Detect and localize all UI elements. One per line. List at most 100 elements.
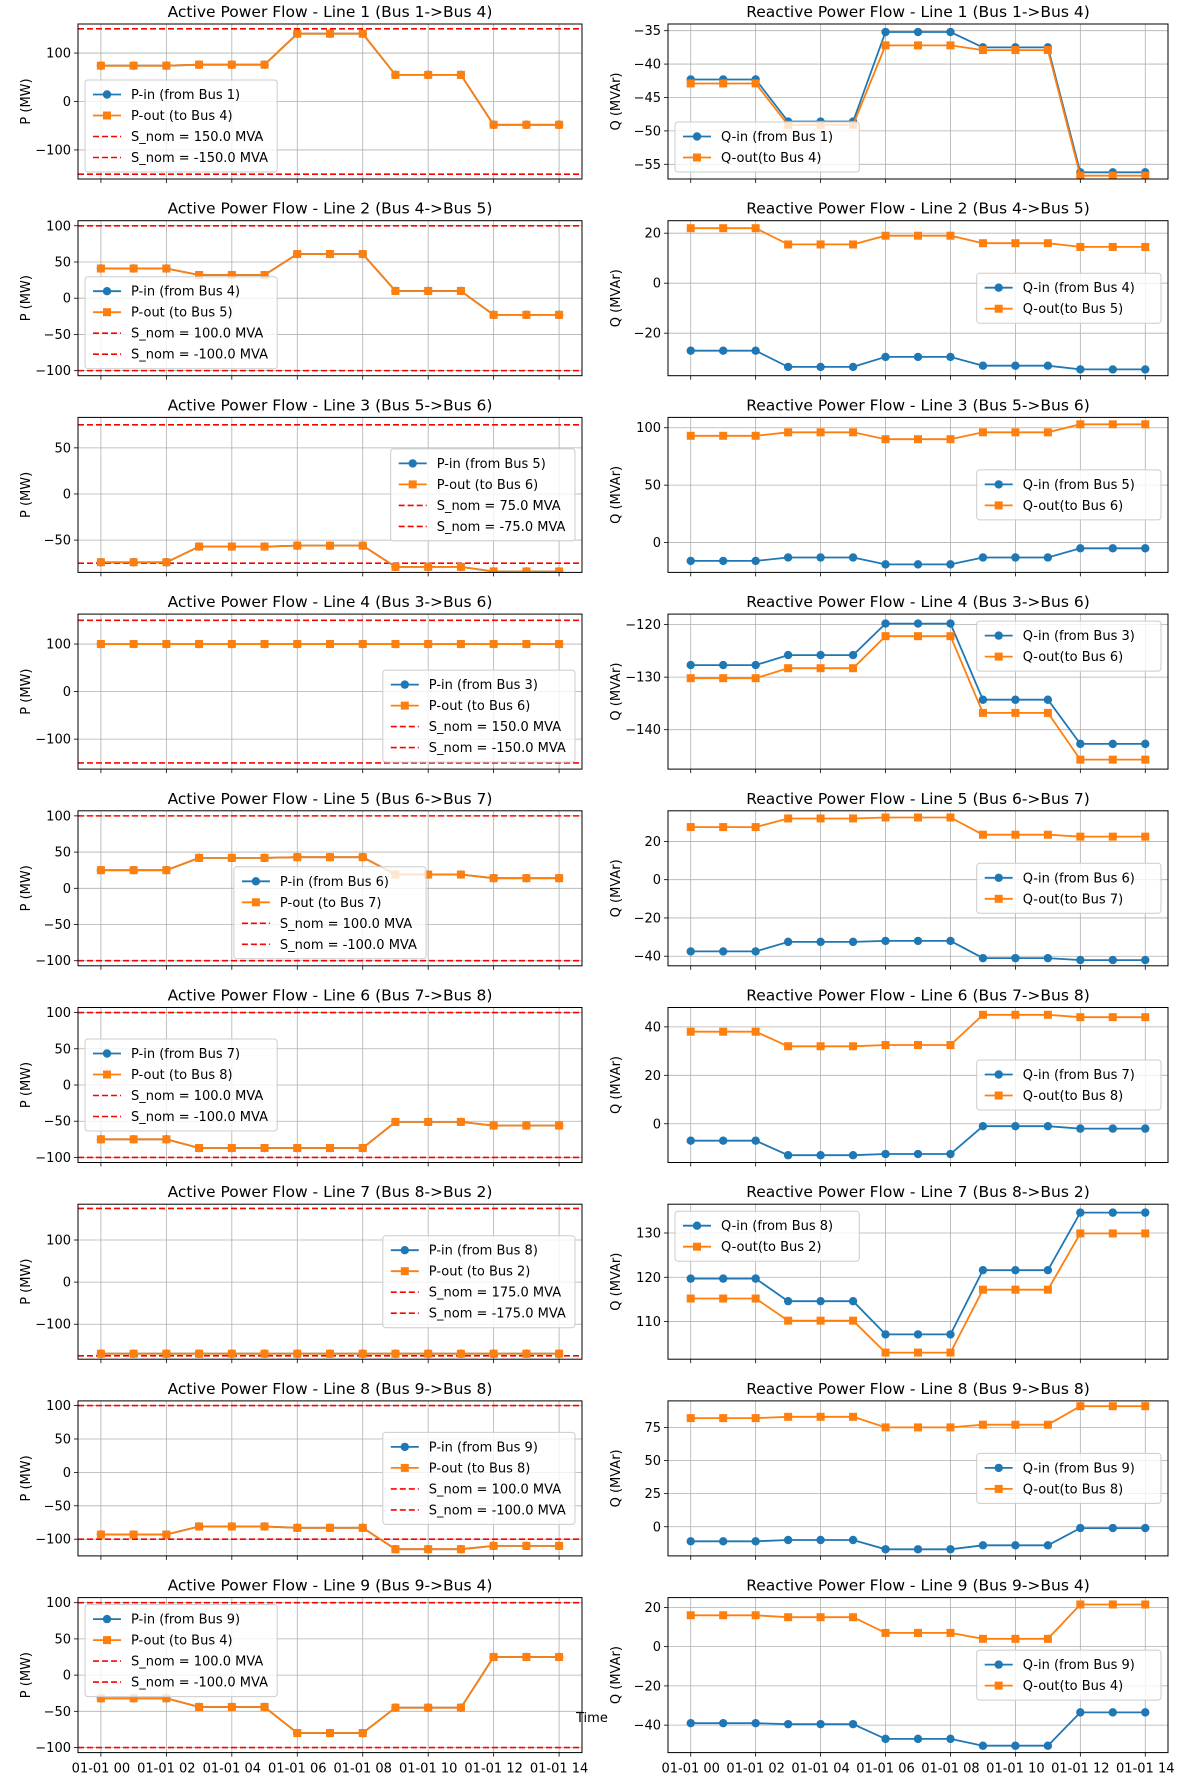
figure-x-axis-label: Time xyxy=(576,1711,608,1726)
y-axis-label: Q (MVAr) xyxy=(609,1646,624,1704)
data-point xyxy=(848,937,858,947)
y-tick-label: −100 xyxy=(35,954,71,969)
data-point xyxy=(129,1349,138,1358)
data-point xyxy=(1108,1208,1118,1217)
subplot-7: −100 0 100 Active Power Flow - Line 4 (Bus … xyxy=(19,593,583,774)
data-point xyxy=(816,814,825,823)
axes-frame xyxy=(77,613,583,770)
legend-label: S_nom = 75.0 MVA xyxy=(437,499,561,514)
subplot-title: Reactive Power Flow - Line 4 (Bus 3->Bus… xyxy=(746,593,1090,611)
data-point xyxy=(978,695,988,704)
data-point xyxy=(718,346,728,355)
legend-label: Q-in (from Bus 3) xyxy=(1023,629,1135,644)
y-tick-label: −50 xyxy=(44,1115,71,1130)
data-point xyxy=(1076,739,1085,749)
legend-box xyxy=(976,1452,1162,1504)
legend-marker xyxy=(251,877,261,886)
legend-marker xyxy=(994,1463,1003,1473)
data-point xyxy=(1043,1121,1053,1131)
data-point xyxy=(1141,739,1150,749)
legend-label: Q-in (from Bus 4) xyxy=(1023,281,1135,296)
data-point xyxy=(1043,553,1053,562)
data-point xyxy=(195,640,204,649)
data-point xyxy=(848,1719,858,1729)
legend: Q-in (from Bus 9) Q-out(to Bus 4) xyxy=(976,1649,1162,1701)
axes-frame xyxy=(667,1007,1169,1163)
data-point xyxy=(978,1420,987,1429)
data-point xyxy=(913,1734,923,1744)
data-point xyxy=(849,1613,858,1622)
data-point xyxy=(391,1545,400,1554)
data-point xyxy=(1108,420,1117,429)
x-tick-label: 01-01 06 xyxy=(856,1762,914,1777)
data-point xyxy=(816,362,825,372)
data-point xyxy=(326,1729,334,1738)
data-point xyxy=(848,650,858,660)
data-point xyxy=(1108,739,1118,749)
legend: P-in (from Bus 7) P-out (to Bus 8) S_nom =… xyxy=(84,1038,278,1132)
legend-label: Q-out(to Bus 2) xyxy=(721,1240,821,1255)
legend-marker xyxy=(994,1070,1003,1079)
axes-frame xyxy=(667,23,1169,180)
legend-marker xyxy=(103,308,111,317)
legend-box xyxy=(976,1059,1162,1111)
data-point xyxy=(816,1296,825,1306)
data-point xyxy=(784,1613,793,1622)
legend-marker xyxy=(400,1442,409,1452)
legend: P-in (from Bus 9) P-out (to Bus 4) S_nom =… xyxy=(84,1604,278,1698)
data-point xyxy=(751,660,760,670)
axes-frame xyxy=(667,810,1169,967)
data-point xyxy=(1108,1402,1117,1411)
plot-area xyxy=(686,1208,1150,1357)
data-point xyxy=(881,1041,890,1050)
data-point xyxy=(913,1149,923,1159)
y-axis-label: Q (MVAr) xyxy=(609,663,624,721)
y-tick-label: −50 xyxy=(44,918,71,933)
data-point xyxy=(489,1652,498,1661)
y-tick-label: −130 xyxy=(625,671,661,686)
data-point xyxy=(718,1136,728,1145)
subplot-16: 0 25 50 75 Reactive Power Flow - Line 8 (Bus… xyxy=(609,1380,1169,1560)
data-point xyxy=(326,640,334,649)
data-point xyxy=(195,271,204,280)
legend-box xyxy=(390,448,576,542)
data-point xyxy=(424,1545,433,1554)
legend-label: S_nom = -150.0 MVA xyxy=(131,151,268,166)
data-point xyxy=(914,1348,922,1357)
plot-area xyxy=(78,423,582,573)
data-point xyxy=(522,1541,531,1550)
y-tick-label: −35 xyxy=(634,24,661,39)
y-tick-label: 110 xyxy=(636,1315,661,1330)
y-axis-label: Q (MVAr) xyxy=(609,1253,624,1311)
data-point xyxy=(751,224,760,233)
data-point xyxy=(162,1135,171,1144)
data-point xyxy=(946,352,955,362)
legend-label: P-out (to Bus 7) xyxy=(280,896,382,911)
x-tick-label: 01-01 02 xyxy=(137,1762,195,1777)
data-point xyxy=(751,1274,760,1283)
axes-frame xyxy=(77,416,583,573)
legend-label: Q-out(to Bus 4) xyxy=(1023,1679,1123,1694)
data-point xyxy=(162,640,171,649)
data-point xyxy=(1011,1265,1020,1275)
data-point xyxy=(1108,544,1118,553)
data-point xyxy=(96,558,105,567)
legend-label: P-out (to Bus 4) xyxy=(131,1634,233,1649)
data-point xyxy=(1076,171,1085,179)
data-point xyxy=(1108,365,1118,374)
y-tick-label: 50 xyxy=(644,479,661,494)
data-point xyxy=(1076,832,1085,841)
plot-area xyxy=(78,619,582,764)
legend-marker xyxy=(400,1267,409,1276)
data-point xyxy=(1141,755,1150,764)
legend: Q-in (from Bus 7) Q-out(to Bus 8) xyxy=(976,1059,1162,1111)
legend: Q-in (from Bus 6) Q-out(to Bus 7) xyxy=(976,862,1162,914)
subplot-8: −140 −130 −120 Reactive Power Flow - Line 4… xyxy=(609,593,1169,774)
data-point xyxy=(358,1144,367,1153)
x-tick-label: 01-01 00 xyxy=(662,1762,720,1777)
legend: P-in (from Bus 3) P-out (to Bus 6) S_nom =… xyxy=(382,669,576,763)
x-tick-label: 01-01 14 xyxy=(1116,1762,1174,1777)
data-point xyxy=(881,41,890,50)
data-point xyxy=(260,60,269,69)
y-tick-label: −100 xyxy=(35,1318,71,1333)
